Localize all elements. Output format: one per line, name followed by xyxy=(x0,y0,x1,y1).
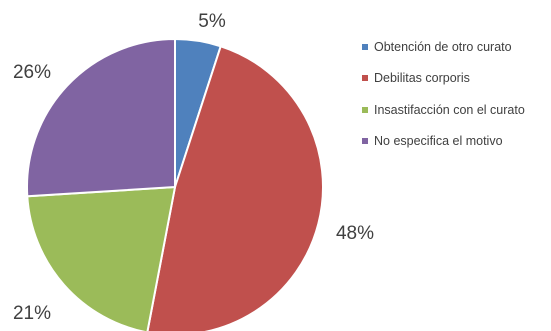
pie-data-labels: 5% 48% 21% 26% xyxy=(13,11,374,324)
legend-label-insastifaccion: Insastifacción con el curato xyxy=(374,102,525,117)
pie-slices xyxy=(26,37,324,331)
legend-swatch-insastifaccion xyxy=(362,106,368,113)
legend-item-debilitas: Debilitas corporis xyxy=(362,71,525,85)
data-label-insastifaccion: 21% xyxy=(13,303,51,324)
pie-slice-debilitas xyxy=(146,44,324,331)
data-label-debilitas: 48% xyxy=(336,223,374,244)
legend-label-debilitas: Debilitas corporis xyxy=(374,71,470,85)
legend-swatch-debilitas xyxy=(362,75,368,81)
data-label-obtencion: 5% xyxy=(198,11,226,32)
chart-legend: Obtención de otro curato Debilitas corpo… xyxy=(362,40,525,166)
legend-swatch-no-especifica xyxy=(362,138,368,144)
pie-slice-no-especifica xyxy=(26,37,176,198)
data-label-no-especifica: 26% xyxy=(13,62,51,83)
legend-label-obtencion: Obtención de otro curato xyxy=(374,39,512,54)
legend-item-obtencion: Obtención de otro curato xyxy=(362,39,525,54)
legend-item-insastifaccion: Insastifacción con el curato xyxy=(362,102,525,117)
legend-swatch-obtencion xyxy=(362,43,368,50)
legend-item-no-especifica: No especifica el motivo xyxy=(362,134,525,148)
pie-slice-insastifaccion xyxy=(26,185,177,331)
legend-label-no-especifica: No especifica el motivo xyxy=(374,134,503,148)
